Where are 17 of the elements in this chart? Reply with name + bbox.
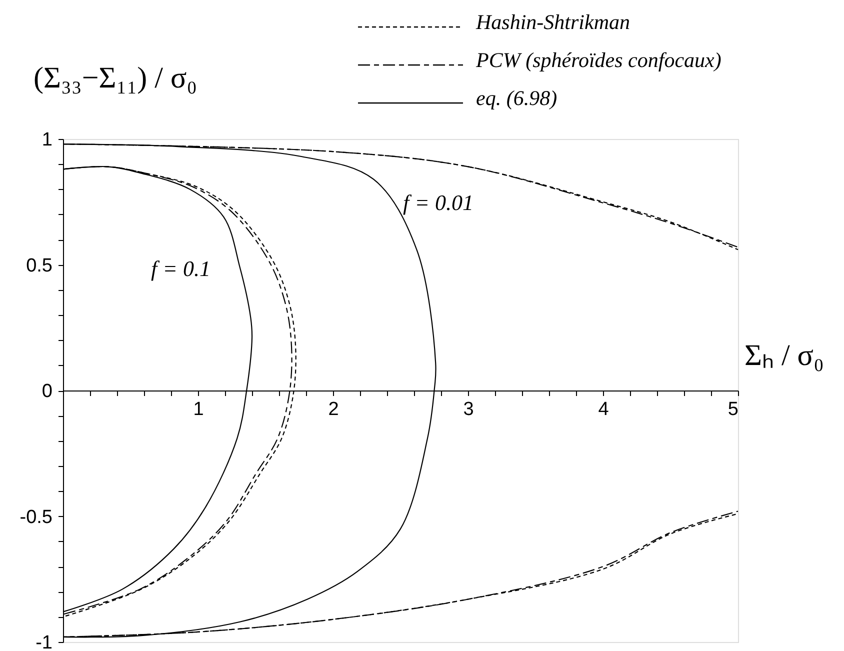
- x-tick-label: 4: [598, 399, 610, 420]
- x-tick-label: 5: [728, 399, 738, 420]
- y-tick-label: -1: [36, 632, 52, 651]
- y-axis-title: (Σ₃₃−Σ₁₁) / σ₀: [34, 62, 198, 94]
- y-tick-label: -0.5: [20, 506, 52, 528]
- x-tick-label: 2: [328, 399, 339, 420]
- x-tick-label: 3: [463, 399, 474, 420]
- x-tick-label: 1: [193, 399, 204, 420]
- y-tick-label: 0: [42, 381, 52, 402]
- y-tick-label: 1: [42, 130, 52, 150]
- annotation: f = 0.1: [151, 256, 210, 281]
- legend-label: eq. (6.98): [476, 86, 558, 110]
- legend-label: PCW (sphéroïdes confocaux): [475, 48, 722, 72]
- legend-label: Hashin-Shtrikman: [475, 10, 630, 34]
- annotation: f = 0.01: [403, 190, 474, 215]
- y-tick-label: 0.5: [26, 255, 52, 276]
- x-axis-title: Σₕ / σ₀: [744, 339, 824, 372]
